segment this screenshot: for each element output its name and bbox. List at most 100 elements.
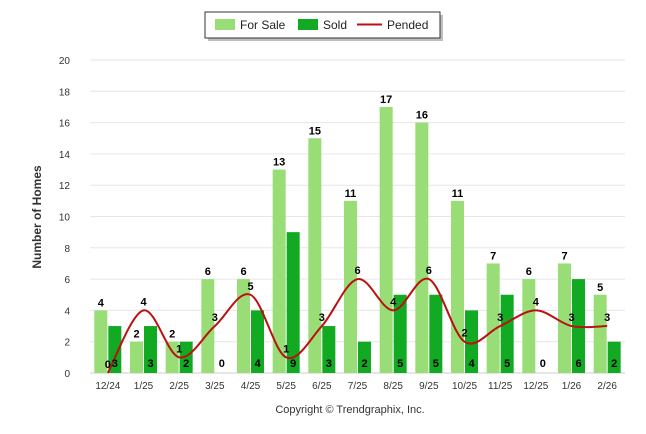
sold-bar [393, 294, 407, 373]
x-tick-label: 1/26 [562, 381, 582, 392]
sold-label: 9 [290, 358, 296, 370]
data-labels: 4323226064139153112175165114756076520413… [98, 94, 617, 371]
y-tick-label: 16 [59, 119, 71, 130]
y-axis-title: Number of Homes [30, 165, 44, 269]
pended-label: 4 [533, 296, 540, 308]
y-tick-label: 14 [59, 150, 71, 161]
for-sale-bar [558, 263, 571, 373]
pended-label: 3 [604, 312, 610, 324]
sold-bar [108, 326, 122, 373]
for-sale-bar [451, 200, 464, 373]
x-tick-label: 10/25 [452, 381, 477, 392]
x-tick-label: 12/25 [523, 381, 548, 392]
x-axis-ticks: 12/24 1/25 2/25 3/25 4/25 5/25 6/25 7/25 8/25 9/2… [95, 381, 617, 392]
sold-bar [607, 341, 621, 373]
sold-label: 5 [504, 358, 510, 370]
pended-label: 3 [497, 312, 503, 324]
sold-bar [144, 326, 157, 373]
x-tick-label: 4/25 [241, 381, 261, 392]
for-sale-label: 15 [309, 125, 321, 137]
legend[interactable]: For Sale Sold Pended [204, 11, 443, 41]
legend-box [204, 11, 441, 39]
sold-label: 3 [326, 358, 332, 370]
for-sale-bar [272, 169, 286, 373]
pended-label: 3 [568, 312, 574, 324]
pended-label: 6 [426, 265, 432, 277]
x-tick-label: 2/26 [597, 381, 617, 392]
x-tick-label: 11/25 [488, 381, 513, 392]
y-tick-label: 20 [59, 56, 71, 67]
sold-label: 2 [361, 358, 367, 370]
sold-bar [465, 310, 478, 373]
for-sale-label: 5 [597, 282, 603, 294]
sold-label: 5 [397, 358, 403, 370]
sold-bar [251, 310, 264, 373]
y-tick-label: 8 [64, 244, 70, 255]
pended-line [106, 277, 608, 374]
sold-bar [322, 326, 336, 373]
for-sale-label: 7 [561, 250, 567, 262]
for-sale-label: 6 [205, 266, 211, 278]
for-sale-bar [344, 200, 357, 373]
legend-label-pended: Pended [387, 18, 428, 32]
sold-label: 6 [575, 358, 581, 370]
bars [94, 106, 621, 373]
pended-label: 0 [105, 359, 111, 371]
for-sale-label: 13 [273, 157, 285, 169]
for-sale-label: 11 [345, 188, 357, 200]
sold-label: 4 [468, 358, 475, 370]
pended-label: 2 [461, 328, 467, 340]
for-sale-bar [486, 263, 500, 373]
pended-label: 3 [319, 312, 325, 324]
sold-bar [179, 341, 193, 373]
legend-swatch-for-sale [215, 19, 235, 30]
y-tick-label: 0 [64, 369, 70, 380]
grid-lines [90, 59, 625, 374]
pended-label: 1 [283, 343, 289, 355]
pended-label: 1 [176, 343, 182, 355]
sold-bar [358, 341, 371, 373]
for-sale-bar [94, 310, 108, 373]
for-sale-label: 17 [380, 94, 392, 106]
for-sale-bar [379, 106, 393, 373]
sold-label: 0 [219, 358, 225, 370]
pended-label: 6 [354, 265, 360, 277]
sold-label: 3 [112, 358, 118, 370]
for-sale-label: 16 [416, 110, 428, 122]
pended-line-path [106, 277, 608, 374]
sold-bar [500, 294, 514, 373]
pended-label: 3 [212, 312, 218, 324]
y-axis-ticks: 0 2 4 6 8 10 12 14 16 18 20 [59, 56, 71, 380]
y-tick-label: 2 [64, 338, 70, 349]
for-sale-label: 2 [169, 329, 175, 341]
for-sale-bar [415, 122, 429, 373]
for-sale-label: 6 [240, 266, 246, 278]
sold-label: 2 [183, 358, 189, 370]
for-sale-label: 11 [452, 188, 464, 200]
for-sale-bar [308, 138, 322, 373]
pended-label: 5 [247, 281, 253, 293]
for-sale-bar [130, 341, 143, 373]
for-sale-bar [201, 279, 215, 373]
for-sale-label: 6 [526, 266, 532, 278]
y-tick-label: 6 [64, 275, 70, 286]
for-sale-label: 7 [490, 250, 496, 262]
for-sale-label: 4 [98, 297, 105, 309]
x-tick-label: 9/25 [419, 381, 439, 392]
sold-bar [429, 294, 443, 373]
y-tick-label: 10 [59, 213, 71, 224]
sold-bar [286, 232, 300, 373]
for-sale-bar [522, 279, 536, 373]
x-tick-label: 1/25 [134, 381, 154, 392]
sold-label: 5 [433, 358, 439, 370]
sold-label: 2 [611, 358, 617, 370]
sold-label: 0 [540, 358, 546, 370]
y-tick-label: 12 [59, 181, 71, 192]
x-tick-label: 3/25 [205, 381, 225, 392]
x-tick-label: 12/24 [95, 381, 120, 392]
x-tick-label: 5/25 [276, 381, 296, 392]
x-tick-label: 6/25 [312, 381, 332, 392]
y-tick-label: 18 [59, 87, 71, 98]
pended-label: 4 [390, 296, 397, 308]
